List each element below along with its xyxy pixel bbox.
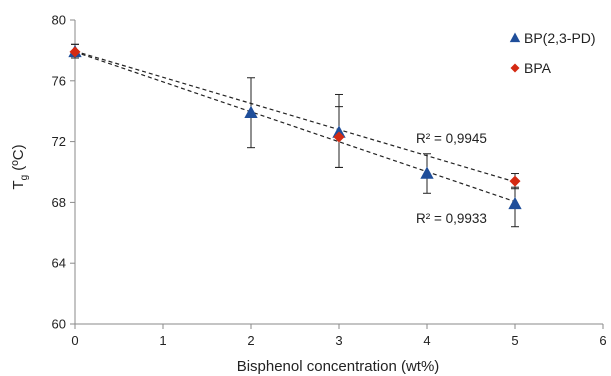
y-tick-label: 64 — [52, 256, 66, 271]
data-point-bpa — [333, 131, 345, 143]
x-tick-label: 0 — [71, 333, 78, 348]
data-point-bp23pd — [244, 105, 258, 118]
r2-annotation-bp23pd: R² = 0,9933 — [416, 211, 487, 226]
legend: BP(2,3-PD) BPA — [509, 30, 596, 76]
r2-annotation-bpa: R² = 0,9945 — [416, 131, 487, 146]
y-axis-title-main: T — [10, 180, 27, 189]
data-markers — [68, 44, 522, 210]
x-tick-label: 1 — [159, 333, 166, 348]
x-tick-label: 5 — [511, 333, 518, 348]
x-tick-label: 4 — [423, 333, 430, 348]
x-tick-label: 2 — [247, 333, 254, 348]
y-tick-label: 72 — [52, 134, 66, 149]
y-ticks: 60 64 68 72 76 80 — [52, 13, 75, 332]
data-point-bpa — [69, 46, 81, 58]
legend-label-bp23pd: BP(2,3-PD) — [524, 30, 596, 46]
y-axis-title-rest: (ºC) — [10, 144, 27, 174]
x-axis-title: Bisphenol concentration (wt%) — [237, 358, 440, 375]
y-tick-label: 76 — [52, 73, 66, 88]
legend-marker-bpa — [510, 63, 520, 73]
x-ticks: 0 1 2 3 4 5 6 — [71, 324, 607, 348]
y-tick-label: 60 — [52, 317, 66, 332]
trendlines — [74, 50, 516, 203]
legend-marker-bp23pd — [509, 32, 521, 43]
y-tick-label: 80 — [52, 13, 66, 28]
legend-label-bpa: BPA — [524, 60, 552, 76]
x-tick-label: 6 — [599, 333, 606, 348]
trendline-bpa — [74, 50, 516, 183]
y-axis-title: Tg (ºC) — [10, 144, 30, 189]
y-axis-title-sub: g — [19, 175, 30, 181]
data-point-bp23pd — [508, 196, 522, 210]
x-tick-label: 3 — [335, 333, 342, 348]
y-tick-label: 68 — [52, 195, 66, 210]
data-point-bp23pd — [420, 166, 434, 179]
data-point-bpa — [509, 175, 521, 187]
trendline-bp23pd — [74, 51, 516, 203]
